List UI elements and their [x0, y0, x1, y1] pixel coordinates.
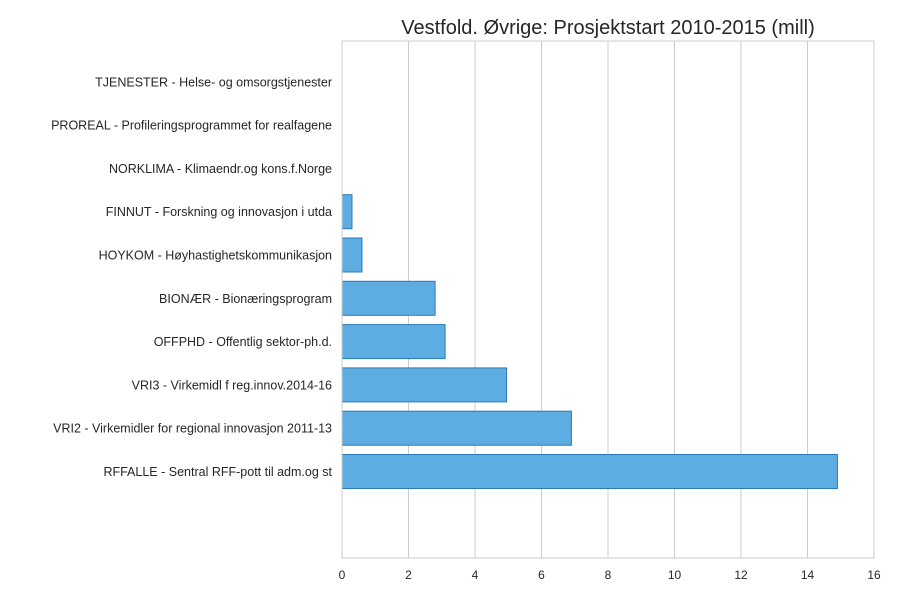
x-tick-label: 6 — [538, 568, 545, 582]
bar — [341, 324, 446, 360]
category-label: NORKLIMA - Klimaendr.og kons.f.Norge — [109, 162, 332, 176]
bar — [341, 367, 508, 403]
category-label: VRI3 - Virkemidl f reg.innov.2014-16 — [132, 378, 332, 392]
bar — [341, 237, 363, 273]
x-tick-label: 16 — [867, 568, 881, 582]
category-label: HOYKOM - Høyhastighetskommunikasjon — [99, 249, 332, 263]
category-label: VRI2 - Virkemidler for regional innovasj… — [53, 422, 332, 436]
x-tick-label: 8 — [605, 568, 612, 582]
plot-frame — [341, 40, 875, 559]
x-tick-label: 12 — [734, 568, 748, 582]
category-label: TJENESTER - Helse- og omsorgstjenester — [95, 75, 332, 89]
x-tick-label: 4 — [472, 568, 479, 582]
x-tick-label: 14 — [801, 568, 815, 582]
category-label: FINNUT - Forskning og innovasjon i utda — [106, 205, 332, 219]
category-labels: RFFALLE - Sentral RFF-pott til adm.og st… — [51, 75, 332, 479]
category-label: BIONÆR - Bionæringsprogram — [159, 292, 332, 306]
chart-title: Vestfold. Øvrige: Prosjektstart 2010-201… — [401, 17, 815, 39]
x-tick-labels: 0 2 4 6 8 10 12 14 16 — [339, 568, 881, 582]
bar — [341, 194, 353, 230]
x-tick-label: 2 — [405, 568, 412, 582]
category-label: OFFPHD - Offentlig sektor-ph.d. — [154, 335, 332, 349]
category-label: PROREAL - Profileringsprogrammet for rea… — [51, 119, 332, 133]
category-label: RFFALLE - Sentral RFF-pott til adm.og st — [103, 465, 332, 479]
bar — [341, 454, 838, 489]
x-tick-label: 0 — [339, 568, 346, 582]
bar — [341, 410, 572, 446]
bars — [341, 194, 838, 489]
x-tick-label: 10 — [668, 568, 682, 582]
bar — [341, 280, 436, 316]
grid-lines — [408, 41, 808, 558]
